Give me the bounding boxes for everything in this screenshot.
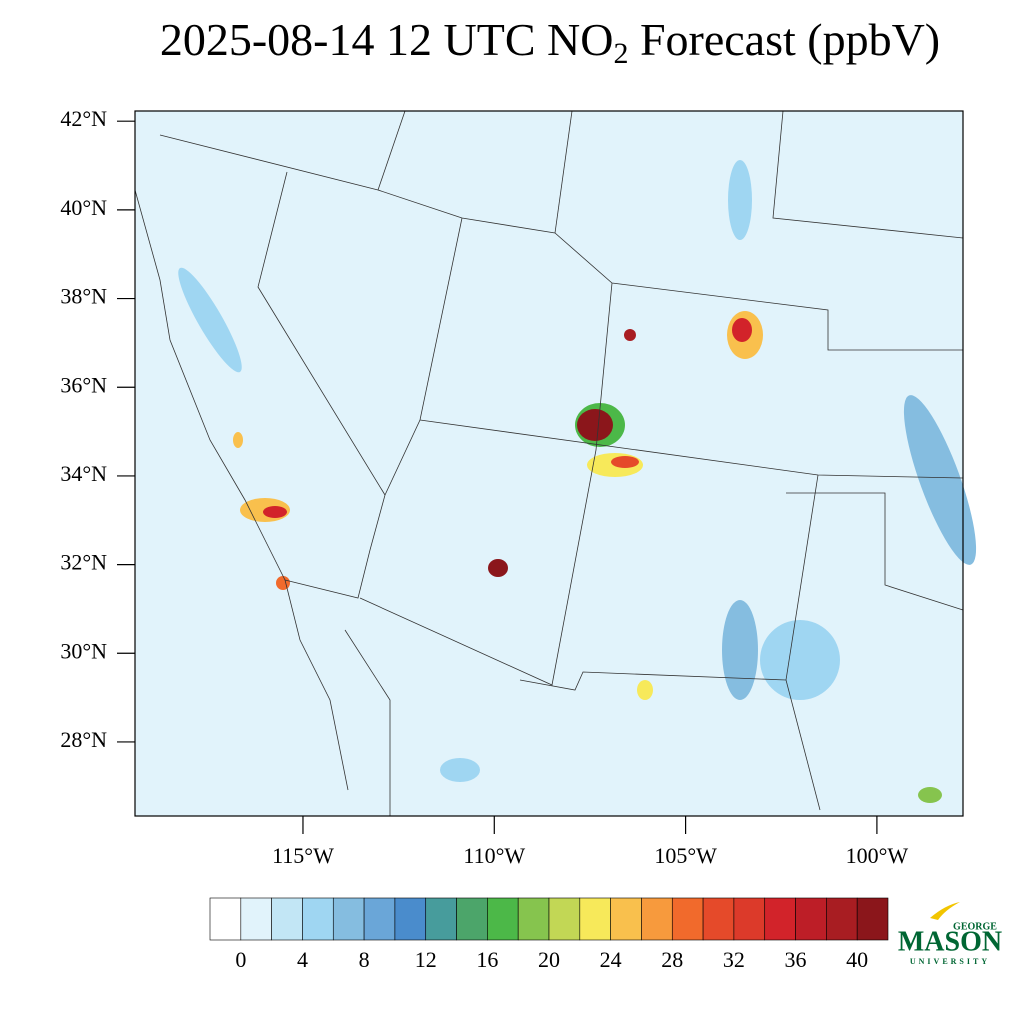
lat-tick-label: 40°N bbox=[60, 195, 107, 220]
colorbar-box bbox=[425, 897, 457, 941]
title: 2025-08-14 12 UTC NO2 Forecast (ppbV) bbox=[160, 14, 940, 70]
lat-tick-label: 30°N bbox=[60, 638, 107, 663]
lat-tick-label: 34°N bbox=[60, 461, 107, 486]
lon-tick-label: 115°W bbox=[272, 843, 334, 868]
colorbar-tick-label: 4 bbox=[297, 947, 308, 972]
colorbar-tick-label: 0 bbox=[235, 947, 246, 972]
lat-tick-label: 28°N bbox=[60, 727, 107, 752]
colorbar-box bbox=[826, 897, 858, 941]
logo-main: MASON bbox=[898, 926, 1002, 957]
plumes bbox=[178, 160, 977, 803]
colorbar-tick-label: 12 bbox=[415, 947, 437, 972]
title-subscript: 2 bbox=[613, 37, 628, 70]
land bbox=[135, 111, 350, 816]
lon-tick-label: 105°W bbox=[654, 843, 717, 868]
colorbar-box bbox=[332, 897, 365, 941]
colorbar-box bbox=[363, 897, 396, 941]
axes: 42°N 40°N 38°N 36°N 34°N 32°N 30°N 28°N 115°W 110… bbox=[60, 106, 908, 868]
lat-tick-label: 32°N bbox=[60, 550, 107, 575]
colorbar-box bbox=[548, 897, 581, 941]
colorbar-box bbox=[702, 897, 735, 941]
title-text: Forecast (ppbV) bbox=[628, 14, 940, 65]
colorbar-tick-label: 40 bbox=[846, 947, 868, 972]
title-text: 2025-08-14 12 UTC NO bbox=[160, 14, 614, 65]
colorbar-box bbox=[610, 897, 642, 941]
lat-tick-label: 38°N bbox=[60, 284, 107, 309]
colorbar: 0 4 8 12 16 20 24 28 32 36 40 bbox=[209, 897, 889, 972]
map bbox=[134, 110, 977, 817]
colorbar-tick-label: 36 bbox=[785, 947, 807, 972]
colorbar-box bbox=[671, 897, 704, 941]
colorbar-tick-label: 32 bbox=[723, 947, 745, 972]
colorbar-box bbox=[579, 897, 611, 941]
lat-tick-label: 42°N bbox=[60, 106, 107, 131]
map-frame bbox=[134, 110, 964, 817]
colorbar-box bbox=[641, 897, 673, 941]
lon-tick-label: 110°W bbox=[463, 843, 525, 868]
colorbar-tick-label: 24 bbox=[600, 947, 622, 972]
colorbar-box bbox=[795, 897, 827, 941]
logo-swoosh bbox=[930, 902, 960, 920]
colorbar-box bbox=[456, 897, 488, 941]
logo-top: GEORGE bbox=[953, 921, 997, 932]
logo: GEORGE MASON UNIVERSITY bbox=[898, 902, 1002, 966]
colorbar-box bbox=[271, 897, 303, 941]
colorbar-box bbox=[302, 897, 334, 941]
lon-tick-label: 100°W bbox=[846, 843, 909, 868]
colorbar-box bbox=[764, 897, 796, 941]
colorbar-box bbox=[240, 897, 272, 941]
logo-bottom: UNIVERSITY bbox=[910, 957, 990, 966]
colorbar-tick-label: 28 bbox=[661, 947, 683, 972]
lat-tick-label: 36°N bbox=[60, 372, 107, 397]
colorbar-tick-label: 16 bbox=[476, 947, 498, 972]
colorbar-box bbox=[487, 897, 519, 941]
colorbar-box bbox=[517, 897, 550, 941]
boundaries bbox=[134, 110, 964, 816]
colorbar-box bbox=[733, 897, 766, 941]
colorbar-box bbox=[394, 897, 427, 941]
colorbar-box bbox=[856, 897, 889, 941]
colorbar-tick-label: 20 bbox=[538, 947, 560, 972]
colorbar-tick-label: 8 bbox=[359, 947, 370, 972]
colorbar-box bbox=[209, 897, 242, 941]
